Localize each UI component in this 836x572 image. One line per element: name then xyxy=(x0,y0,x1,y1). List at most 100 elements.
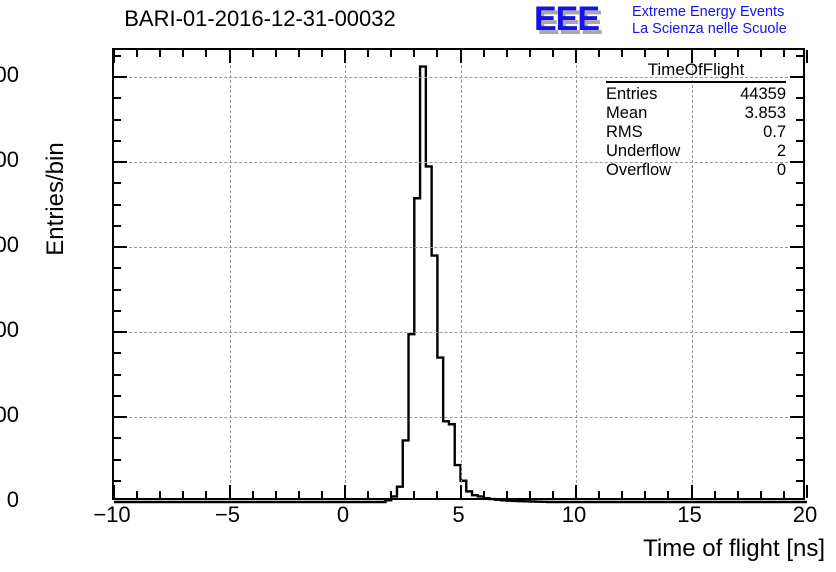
x-axis-minor-tick xyxy=(736,491,739,498)
x-axis-minor-tick xyxy=(159,491,162,498)
y-axis-minor-tick xyxy=(114,267,121,270)
x-axis-minor-tick xyxy=(782,491,785,498)
y-axis-tick-right xyxy=(790,501,803,503)
y-axis-tick xyxy=(114,416,127,419)
y-axis-tick-label: 4000 xyxy=(0,317,19,343)
y-axis-tick-label: 10000 xyxy=(0,62,19,88)
grid-line-vertical xyxy=(460,50,462,498)
x-axis-minor-tick xyxy=(367,491,370,498)
stats-row-value: 2 xyxy=(776,142,786,160)
y-axis-tick-right xyxy=(790,76,803,79)
x-axis-minor-tick xyxy=(759,491,762,498)
x-axis-minor-tick-top xyxy=(251,50,254,57)
y-axis-minor-tick xyxy=(114,437,121,440)
grid-line-vertical xyxy=(576,50,577,498)
y-axis-minor-tick xyxy=(114,97,121,100)
y-axis-minor-tick xyxy=(114,288,121,291)
x-axis-tick xyxy=(113,485,115,498)
grid-line-horizontal xyxy=(114,247,803,249)
x-axis-minor-tick-top xyxy=(205,50,208,57)
x-axis-minor-tick-top xyxy=(182,50,185,57)
x-axis-minor-tick-top xyxy=(713,50,716,57)
x-axis-minor-tick-top xyxy=(367,50,370,57)
x-axis-minor-tick xyxy=(482,491,485,498)
plot-frame xyxy=(112,48,808,504)
x-axis-tick xyxy=(806,485,808,498)
y-axis-minor-tick-right xyxy=(796,139,803,142)
y-axis-tick xyxy=(114,246,127,249)
stats-row-key: RMS xyxy=(606,123,643,141)
x-axis-minor-tick-top xyxy=(528,50,531,57)
y-axis-minor-tick xyxy=(114,479,121,482)
x-axis-minor-tick xyxy=(667,491,670,498)
x-axis-minor-tick xyxy=(136,491,139,498)
x-axis-minor-tick-top xyxy=(159,50,162,57)
x-axis-minor-tick-top xyxy=(644,50,647,57)
y-axis-tick-right xyxy=(790,246,803,249)
x-axis-tick-label: −5 xyxy=(214,502,241,527)
y-axis-tick-label: 0 xyxy=(6,487,19,512)
y-axis-tick xyxy=(114,331,127,334)
x-axis-minor-tick-top xyxy=(782,50,785,57)
grid-line-vertical xyxy=(691,50,693,498)
stats-row-value: 44359 xyxy=(740,85,786,103)
y-axis-minor-tick xyxy=(114,224,121,227)
y-axis-tick-right xyxy=(790,161,803,164)
stats-row-value: 0.7 xyxy=(763,123,786,141)
y-axis-minor-tick-right xyxy=(796,309,803,312)
y-axis-minor-tick-right xyxy=(796,458,803,461)
x-axis-minor-tick-top xyxy=(736,50,739,57)
stats-row-value: 3.853 xyxy=(744,104,786,122)
x-axis-minor-tick xyxy=(713,491,716,498)
y-axis-minor-tick-right xyxy=(796,394,803,397)
x-axis-minor-tick-top xyxy=(759,50,762,57)
x-axis-minor-tick-top xyxy=(320,50,323,57)
x-axis-minor-tick xyxy=(528,491,531,498)
x-axis-minor-tick xyxy=(505,491,508,498)
stats-row-key: Entries xyxy=(606,85,658,103)
stats-box: TimeOfFlight Entries 44359 Mean 3.853 RMS 0.7… xyxy=(606,60,786,180)
y-axis-minor-tick xyxy=(114,54,121,57)
x-axis-minor-tick xyxy=(297,491,300,498)
y-axis-minor-tick-right xyxy=(796,224,803,227)
y-axis-tick xyxy=(114,501,127,503)
eee-logo-letters: EEE xyxy=(534,0,600,38)
x-axis-minor-tick xyxy=(274,491,277,498)
y-axis-tick-label: 6000 xyxy=(0,232,19,258)
x-axis-title: Time of flight [ns] xyxy=(643,535,825,562)
x-axis-minor-tick-top xyxy=(551,50,554,57)
x-axis-minor-tick-top xyxy=(413,50,416,57)
y-axis-tick-label: 2000 xyxy=(0,402,19,428)
y-axis-minor-tick xyxy=(114,352,121,355)
x-axis-minor-tick-top xyxy=(390,50,393,57)
grid-line-vertical xyxy=(345,50,346,498)
y-axis-minor-tick xyxy=(114,203,121,206)
grid-line-horizontal xyxy=(114,162,803,164)
x-axis-minor-tick xyxy=(182,491,185,498)
x-axis-tick-top xyxy=(459,50,462,63)
y-axis-minor-tick-right xyxy=(796,267,803,270)
grid-line-horizontal xyxy=(114,332,803,334)
y-axis-tick xyxy=(114,161,127,164)
eee-logo-line2: La Scienza nelle Scuole xyxy=(632,21,787,37)
grid-line-vertical xyxy=(229,50,231,498)
histogram-series xyxy=(114,65,807,504)
x-axis-tick xyxy=(344,485,346,498)
y-axis-minor-tick xyxy=(114,139,121,142)
stats-row: Entries 44359 xyxy=(606,85,786,104)
y-axis-tick-label: 8000 xyxy=(0,147,19,173)
x-axis-minor-tick-top xyxy=(621,50,624,57)
x-axis-minor-tick xyxy=(320,491,323,498)
y-axis-minor-tick xyxy=(114,118,121,121)
eee-logo-line1: Extreme Energy Events xyxy=(632,4,785,20)
x-axis-tick-top xyxy=(575,50,577,63)
x-axis-tick xyxy=(459,485,462,498)
x-axis-tick-label: 20 xyxy=(792,502,818,527)
x-axis-tick xyxy=(575,485,577,498)
x-axis-minor-tick-top xyxy=(436,50,439,57)
stats-row-value: 0 xyxy=(776,161,786,179)
x-axis-tick-top xyxy=(113,50,115,63)
stats-rows: Entries 44359 Mean 3.853 RMS 0.7 Underflow 2 Ove… xyxy=(606,85,786,180)
x-axis-minor-tick xyxy=(644,491,647,498)
